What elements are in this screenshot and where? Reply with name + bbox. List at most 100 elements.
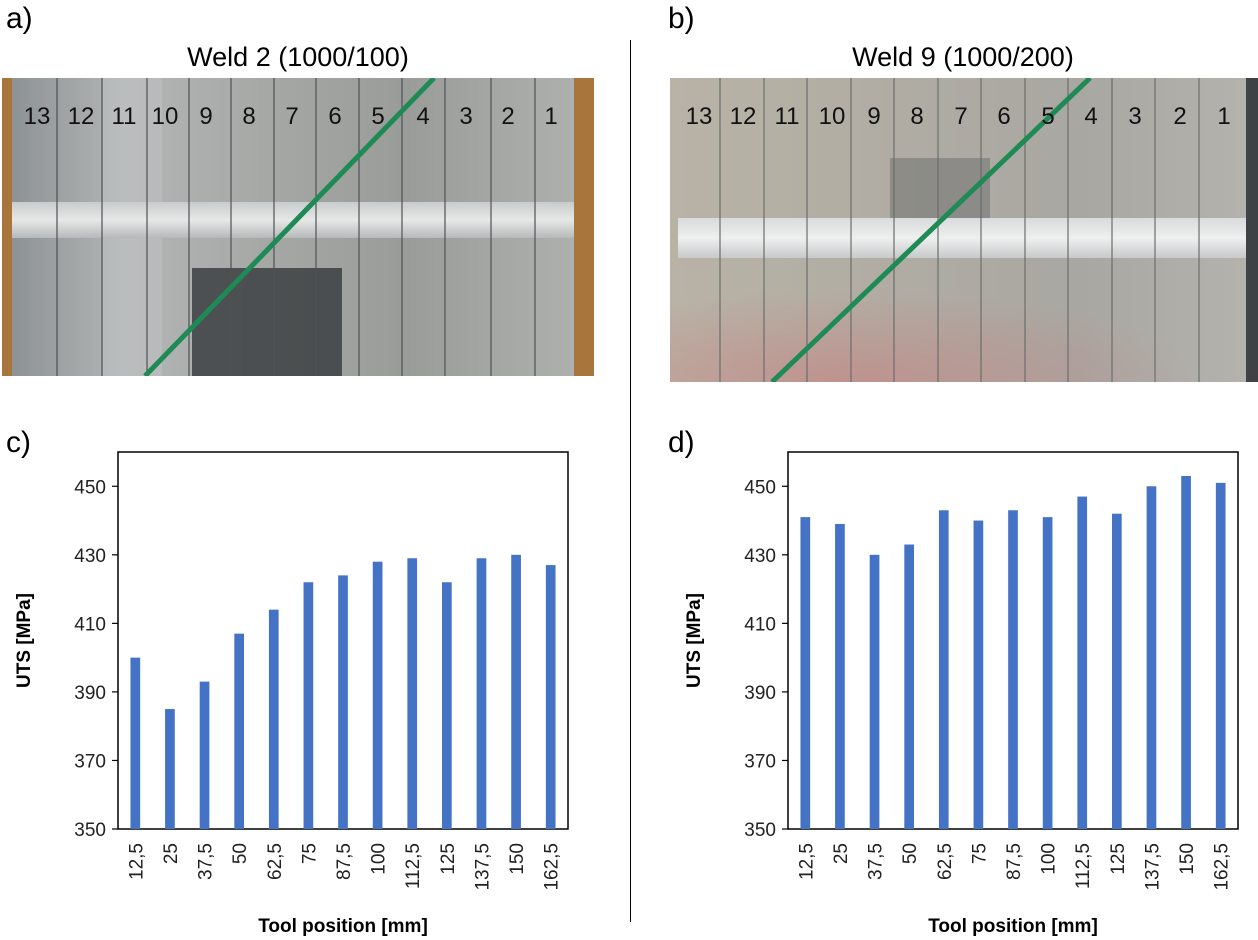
panel-a-title: Weld 2 (1000/100) (187, 42, 409, 72)
uts-chart-weld-2: 350 370 390 410 430 450 12,5 25 37,5 50 62,5 75 87,5… (14, 451, 569, 937)
bar-162-5 (545, 565, 556, 829)
bar-125 (442, 582, 452, 829)
bar-162-5 (1215, 482, 1226, 829)
strip-label: 13 (686, 103, 713, 130)
bar-75 (303, 582, 314, 829)
y-tick-label: 410 (74, 614, 106, 635)
strip-label: 5 (1041, 103, 1054, 130)
x-tick-label: 12,5 (796, 843, 817, 880)
bar-25 (165, 709, 175, 829)
strip-label: 11 (112, 103, 137, 130)
x-tick-label: 112,5 (403, 843, 424, 889)
x-tick-label: 125 (438, 843, 459, 875)
weld-9-photo-drawing: 13 12 11 10 9 8 7 6 5 4 3 2 1 (670, 78, 1258, 382)
x-tick-label: 25 (161, 843, 182, 864)
x-tick-label: 75 (969, 843, 990, 864)
bar-62-5 (268, 609, 279, 829)
x-tick-label: 112,5 (1073, 843, 1094, 889)
strip-label: 4 (1084, 103, 1097, 130)
x-axis-title: Tool position [mm] (928, 916, 1098, 937)
x-tick-label: 137,5 (1142, 843, 1163, 891)
panel-d-label: d) (668, 426, 695, 459)
x-tick-label: 150 (507, 843, 528, 875)
weld-2-photo: 13 12 11 10 9 8 7 6 5 4 3 2 1 (2, 78, 594, 376)
y-tick-label: 390 (744, 683, 776, 704)
x-tick-label: 50 (900, 843, 921, 864)
weld-2-photo-drawing: 13 12 11 10 9 8 7 6 5 4 3 2 1 (2, 78, 594, 376)
bar-87-5 (1008, 510, 1018, 829)
strip-label: 8 (242, 103, 255, 130)
y-axis-title: UTS [MPa] (684, 593, 705, 688)
x-tick-label: 125 (1108, 843, 1129, 875)
bar-100 (372, 561, 383, 829)
x-tick-label: 12,5 (126, 843, 147, 880)
bar-112-5 (1077, 496, 1088, 829)
strip-label: 2 (1173, 103, 1186, 130)
strip-label: 10 (819, 103, 846, 130)
strip-label: 1 (544, 103, 557, 130)
bar-150 (1181, 475, 1191, 829)
x-tick-label: 100 (1039, 843, 1060, 875)
strip-label: 11 (775, 103, 800, 130)
strip-label: 12 (730, 103, 757, 130)
strip-label: 8 (910, 103, 923, 130)
y-tick-label: 350 (744, 820, 776, 841)
panel-divider (630, 40, 631, 922)
panel-a-label: a) (6, 2, 33, 35)
bar-87-5 (338, 575, 348, 829)
strip-label: 9 (867, 103, 880, 130)
y-tick-label: 390 (74, 683, 106, 704)
bar-137-5 (476, 558, 487, 829)
x-tick-label: 100 (369, 843, 390, 875)
x-tick-label: 37,5 (196, 843, 217, 880)
x-tick-label: 87,5 (1004, 843, 1025, 880)
bar-12-5 (800, 517, 811, 829)
x-tick-label: 150 (1177, 843, 1198, 875)
strip-label: 1 (1217, 103, 1230, 130)
x-tick-label: 50 (230, 843, 251, 864)
weld-9-photo: 13 12 11 10 9 8 7 6 5 4 3 2 1 (670, 78, 1258, 382)
y-tick-label: 410 (744, 614, 776, 635)
bar-12-5 (130, 657, 141, 829)
x-tick-label: 62,5 (265, 843, 286, 880)
bar-125 (1112, 513, 1122, 829)
bar-62-5 (938, 510, 949, 829)
strip-label: 10 (152, 103, 179, 130)
strip-label: 2 (501, 103, 514, 130)
y-tick-label: 370 (74, 751, 106, 772)
strip-label: 7 (954, 103, 967, 130)
bar-50 (234, 633, 244, 829)
y-tick-label: 430 (744, 546, 776, 567)
x-tick-label: 162,5 (542, 843, 563, 891)
strip-label: 4 (416, 103, 429, 130)
strip-label: 13 (24, 103, 51, 130)
bar-150 (511, 554, 521, 829)
bar-112-5 (407, 558, 418, 829)
panel-b-title: Weld 9 (1000/200) (852, 42, 1074, 72)
bar-137-5 (1146, 486, 1157, 829)
strip-label: 3 (459, 103, 472, 130)
strip-label: 6 (997, 103, 1010, 130)
y-tick-label: 350 (74, 820, 106, 841)
x-tick-label: 137,5 (472, 843, 493, 891)
y-tick-label: 370 (744, 751, 776, 772)
x-tick-label: 25 (831, 843, 852, 864)
strip-label: 12 (68, 103, 95, 130)
x-tick-label: 87,5 (334, 843, 355, 880)
x-axis-title: Tool position [mm] (258, 916, 428, 937)
strip-label: 3 (1128, 103, 1141, 130)
x-tick-label: 162,5 (1212, 843, 1233, 891)
x-tick-label: 62,5 (935, 843, 956, 880)
bar-75 (973, 520, 984, 829)
bar-50 (904, 544, 914, 829)
bar-37-5 (199, 681, 210, 829)
strip-label: 6 (328, 103, 341, 130)
y-axis-title: UTS [MPa] (14, 593, 35, 688)
y-tick-label: 450 (74, 477, 106, 498)
strip-label: 9 (199, 103, 212, 130)
strip-label: 7 (285, 103, 298, 130)
y-tick-label: 430 (74, 546, 106, 567)
y-tick-label: 450 (744, 477, 776, 498)
bar-100 (1042, 517, 1053, 829)
x-tick-label: 75 (299, 843, 320, 864)
